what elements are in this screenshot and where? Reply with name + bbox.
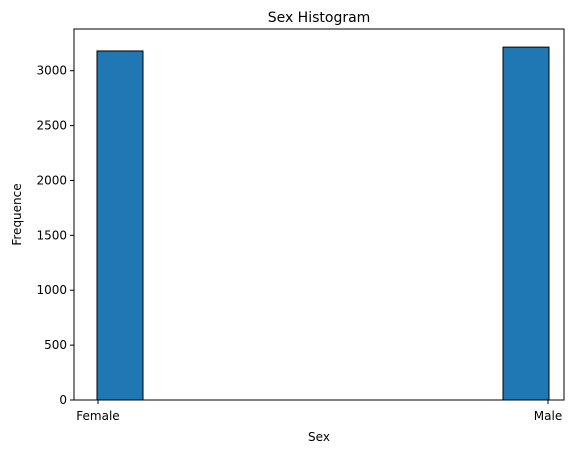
y-tick-label: 1500	[36, 228, 67, 242]
x-axis-title: Sex	[308, 430, 330, 444]
plot-frame	[73, 28, 565, 401]
x-tick-label-male: Male	[534, 409, 562, 423]
y-tick-label: 0	[59, 393, 67, 407]
y-axis: 0 500 1000 1500 2000 2500 3000	[36, 64, 74, 407]
bar-female	[96, 50, 144, 401]
y-axis-title: Frequence	[10, 183, 24, 245]
y-tick-label: 2000	[36, 173, 67, 187]
y-tick-label: 3000	[36, 64, 67, 78]
bar-male	[502, 46, 550, 401]
y-tick-label: 500	[44, 338, 67, 352]
x-axis: Female Male	[76, 400, 562, 423]
x-tick-label-female: Female	[76, 409, 119, 423]
y-tick-label: 2500	[36, 119, 67, 133]
chart-title: Sex Histogram	[268, 10, 371, 26]
y-tick-label: 1000	[36, 283, 67, 297]
bars-layer	[96, 46, 550, 401]
